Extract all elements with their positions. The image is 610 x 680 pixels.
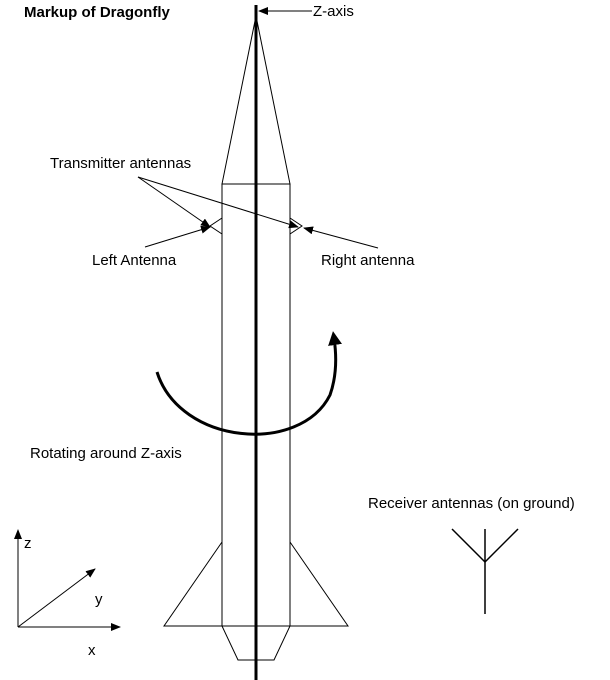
diagram-title: Markup of Dragonfly — [24, 4, 170, 21]
right-antenna-label: Right antenna — [321, 252, 415, 269]
axis-y-label: y — [95, 591, 103, 608]
rotation-label: Rotating around Z-axis — [30, 445, 182, 462]
left-antenna-arrow — [144, 225, 211, 248]
right-fin — [289, 540, 349, 627]
left-antenna-marker — [209, 217, 223, 235]
coordinate-axes: z y x — [14, 529, 121, 659]
axis-y-line — [17, 568, 96, 628]
rocket-nozzle — [221, 625, 291, 661]
axis-x-label: x — [88, 642, 96, 659]
axis-z-label: z — [24, 535, 32, 552]
z-axis-label: Z-axis — [313, 3, 354, 20]
left-fin — [163, 540, 223, 627]
rotation-arrow — [155, 331, 342, 436]
transmitter-arrow-left — [137, 176, 211, 228]
left-antenna-label: Left Antenna — [92, 252, 177, 269]
transmitter-arrow-right — [137, 176, 299, 229]
receiver-antenna-icon — [451, 528, 519, 614]
right-antenna-arrow — [303, 226, 379, 249]
transmitter-antennas-label: Transmitter antennas — [50, 155, 191, 172]
receiver-antennas-label: Receiver antennas (on ground) — [368, 495, 575, 512]
